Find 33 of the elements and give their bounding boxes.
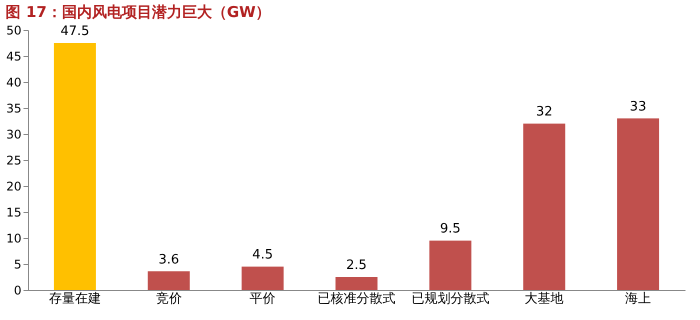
y-tick-label: 25 (6, 154, 22, 168)
data-label: 3.6 (158, 252, 180, 268)
data-label: 33 (630, 99, 646, 114)
data-label: 32 (536, 104, 552, 120)
chart-title: 图 17：国内风电项目潜力巨大（GW） (6, 3, 271, 21)
data-label: 47.5 (60, 24, 90, 39)
y-tick-label: 10 (6, 232, 22, 246)
y-tick-label: 45 (6, 50, 22, 64)
bar (523, 124, 566, 290)
x-tick-label: 已核准分散式 (318, 292, 396, 306)
y-tick-label: 35 (6, 102, 22, 116)
y-tick-label: 30 (6, 128, 22, 142)
x-tick-label: 大基地 (524, 292, 564, 306)
bar (54, 43, 96, 290)
x-tick-label: 存量在建 (48, 292, 101, 306)
x-tick-label: 海上 (625, 292, 652, 306)
bar (429, 240, 472, 290)
x-tick-label: 已规划分散式 (411, 292, 490, 306)
data-label: 2.5 (346, 258, 367, 273)
y-tick-label: 50 (6, 24, 22, 38)
bar (617, 118, 660, 290)
y-tick-label: 20 (6, 180, 22, 194)
y-tick-label: 40 (6, 76, 22, 90)
y-tick-label: 0 (14, 284, 22, 298)
x-tick-label: 竞价 (156, 292, 182, 306)
bar (242, 266, 284, 290)
data-label: 9.5 (440, 222, 461, 237)
data-label: 4.5 (252, 248, 273, 263)
y-tick-label: 15 (6, 206, 22, 220)
bar (336, 277, 378, 290)
y-tick-label: 5 (14, 258, 22, 272)
bar (148, 271, 190, 290)
x-tick-label: 平价 (250, 292, 276, 306)
